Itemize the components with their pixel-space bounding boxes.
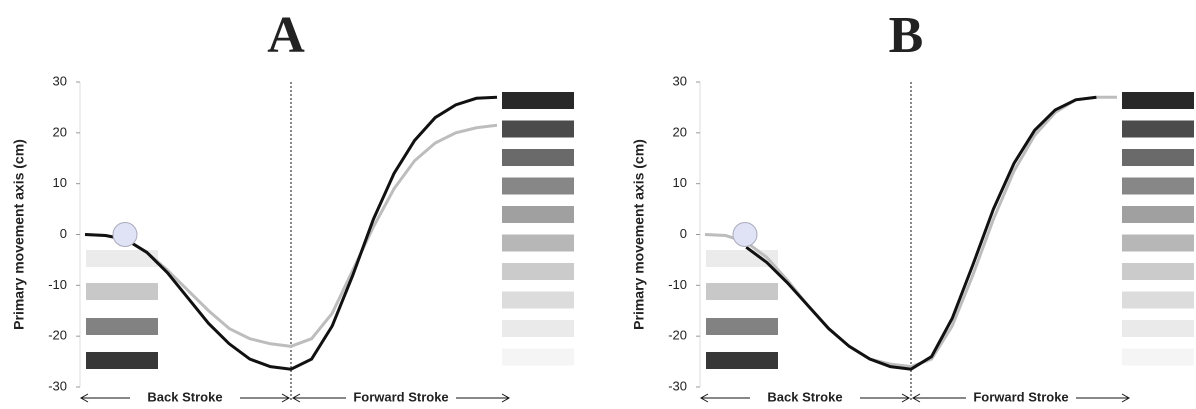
y-tick-label: -20 [48, 328, 67, 343]
ball [113, 223, 137, 247]
putter-image [1122, 263, 1194, 280]
chart-title: A [267, 7, 305, 64]
y-tick-label: 20 [53, 124, 67, 139]
putter-image [502, 263, 574, 280]
y-tick-label: -20 [668, 328, 687, 343]
putter-image [502, 206, 574, 223]
y-tick-label: 10 [53, 175, 67, 190]
putter-image [502, 320, 574, 337]
putter-image [502, 178, 574, 195]
annotation: Forward Stroke [353, 389, 448, 404]
putter-image [1122, 292, 1194, 309]
putter-image [706, 318, 778, 335]
putter-image [502, 92, 574, 109]
y-axis-label: Primary movement axis (cm) [11, 139, 27, 330]
y-tick-label: 30 [673, 73, 687, 88]
annotation: Back Stroke [147, 389, 222, 404]
putter-image [706, 352, 778, 369]
putter-image [1122, 206, 1194, 223]
y-axis-label: Primary movement axis (cm) [631, 139, 647, 330]
y-tick-label: -10 [48, 277, 67, 292]
figure: A Primary movement axis (cm) -30 -20 -10 0 10 2… [0, 0, 1196, 409]
putter-image [502, 292, 574, 309]
putter-image [1122, 320, 1194, 337]
putter-image [502, 121, 574, 138]
y-tick-label: -30 [668, 378, 687, 393]
putter-image [1122, 149, 1194, 166]
annotation: Forward Stroke [973, 389, 1068, 404]
y-tick-label: 20 [673, 124, 687, 139]
y-tick-label: -10 [668, 277, 687, 292]
y-tick-label: 0 [60, 226, 67, 241]
annotation: Back Stroke [767, 389, 842, 404]
putter-image [1122, 349, 1194, 366]
y-tick-label: 0 [680, 226, 687, 241]
putter-image [1122, 178, 1194, 195]
putter-image [86, 318, 158, 335]
y-tick-label: 30 [53, 73, 67, 88]
putter-image [1122, 121, 1194, 138]
y-tick-label: -30 [48, 378, 67, 393]
putter-image [86, 352, 158, 369]
putter-image [86, 283, 158, 300]
chart-title: B [889, 7, 924, 64]
putter-image [502, 349, 574, 366]
series-line [746, 97, 1096, 369]
y-tick-label: 10 [673, 175, 687, 190]
putter-image [502, 235, 574, 252]
putter-image [1122, 92, 1194, 109]
ball [733, 223, 757, 247]
putter-image [1122, 235, 1194, 252]
putter-image [706, 283, 778, 300]
putter-image [502, 149, 574, 166]
